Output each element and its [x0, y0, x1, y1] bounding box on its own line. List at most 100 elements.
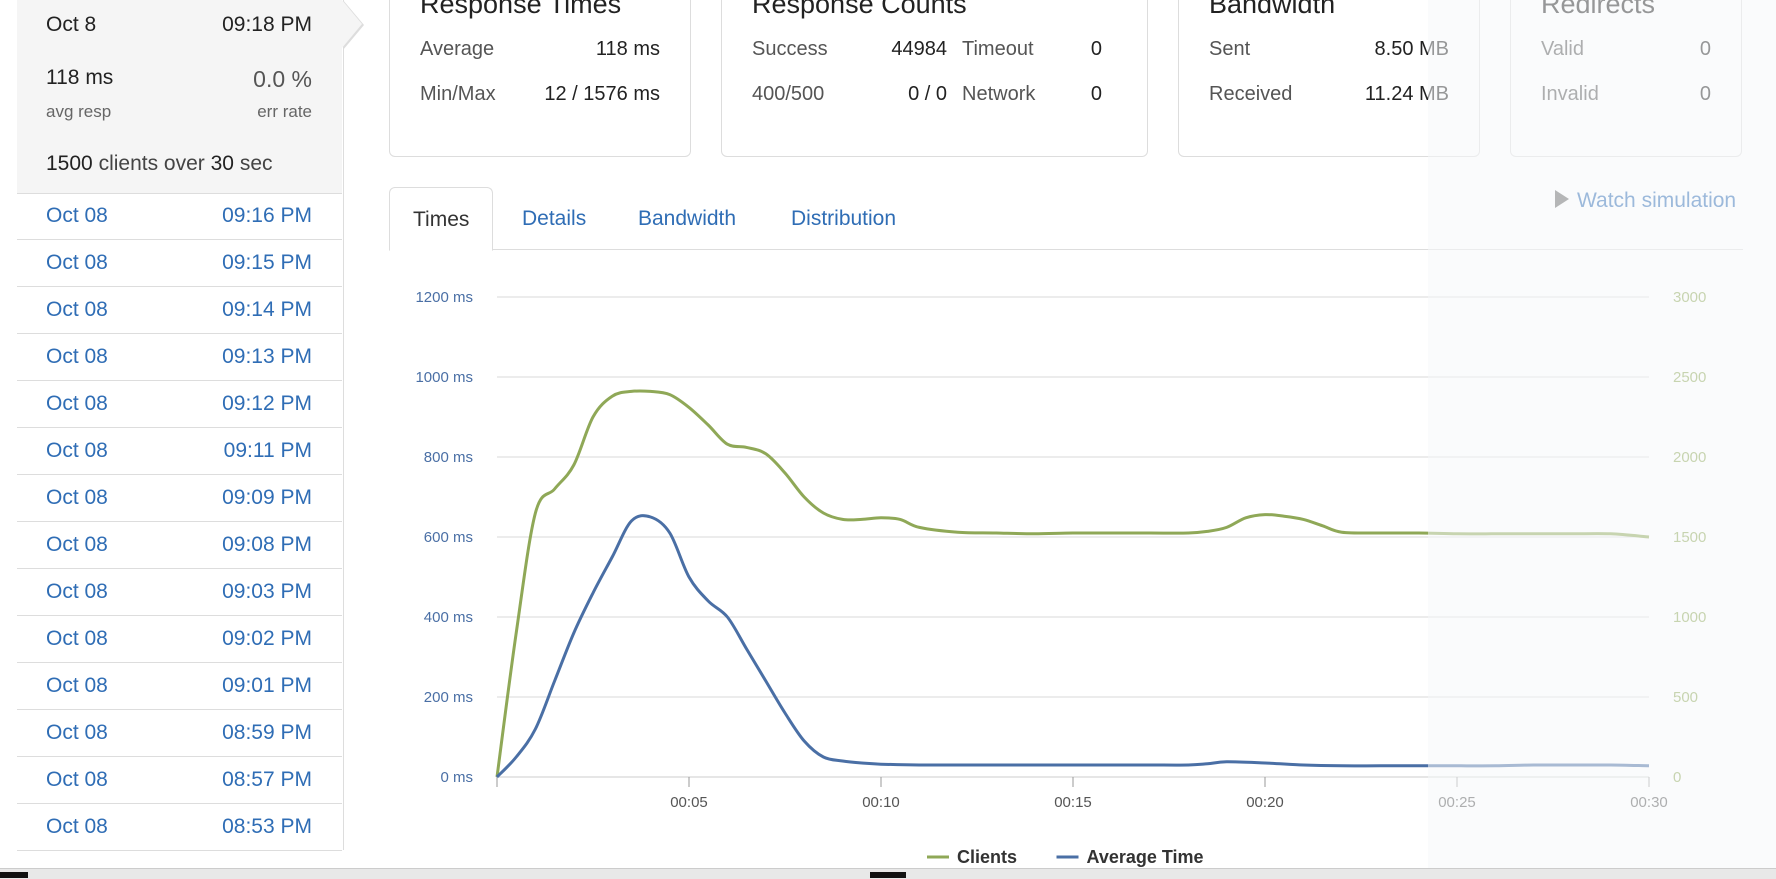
errors-label: 400/500: [752, 83, 825, 105]
test-runs-sidebar: Oct 8 09:18 PM 118 ms avg resp 0.0 % err…: [17, 0, 364, 851]
run-date: Oct 08: [46, 674, 108, 697]
x-tick-label: 00:15: [1054, 794, 1092, 811]
run-time: 08:53 PM: [222, 815, 312, 838]
run-date: Oct 08: [46, 392, 108, 415]
run-time: 09:08 PM: [222, 533, 312, 556]
bottom-scrollbar-mid-mark: [870, 872, 906, 878]
left-tick-label: 800 ms: [424, 449, 473, 466]
valid-label: Valid: [1541, 38, 1584, 60]
run-list-item[interactable]: Oct 08 09:14 PM: [17, 287, 342, 334]
response-counts-card: Response Counts Success 44984 Timeout 0 …: [721, 0, 1148, 157]
run-time: 08:57 PM: [222, 768, 312, 791]
run-list-item[interactable]: Oct 08 09:15 PM: [17, 240, 342, 287]
x-tick-label: 00:10: [862, 794, 900, 811]
redirects-title: Redirects: [1541, 0, 1656, 19]
legend-label: Clients: [957, 847, 1017, 867]
chart-tabs: Times Details Bandwidth Distribution: [389, 187, 1743, 251]
run-list-item[interactable]: Oct 08 09:09 PM: [17, 475, 342, 522]
watch-simulation-button[interactable]: Watch simulation: [1555, 189, 1736, 213]
received-value: 11.24 MB: [1364, 83, 1449, 105]
response-times-card: Response Times Average 118 ms Min/Max 12…: [389, 0, 691, 157]
tab-distribution[interactable]: Distribution: [791, 207, 897, 230]
summary-seconds: 30: [210, 152, 234, 175]
run-time: 09:14 PM: [222, 298, 312, 321]
tab-bandwidth[interactable]: Bandwidth: [638, 207, 737, 230]
summary-text-1: clients over: [98, 152, 205, 175]
x-tick-label: 00:30: [1630, 794, 1668, 811]
left-tick-label: 1200 ms: [415, 289, 473, 306]
run-list-item[interactable]: Oct 08 09:11 PM: [17, 428, 342, 475]
run-list-item[interactable]: Oct 08 09:03 PM: [17, 569, 342, 616]
success-value: 44984: [891, 38, 947, 60]
avg-resp-label: avg resp: [46, 102, 112, 121]
run-date: Oct 08: [46, 627, 108, 650]
left-axis-ticks: 0 ms 200 ms 400 ms 600 ms 800 ms 1000 ms 1200 …: [415, 289, 473, 786]
x-tick-label: 00:20: [1246, 794, 1284, 811]
summary-text-2: sec: [239, 152, 273, 175]
chart-grid: [497, 296, 1649, 778]
chart-series: [495, 389, 1650, 779]
left-tick-label: 600 ms: [424, 529, 473, 546]
current-run-date: Oct 8: [46, 13, 97, 36]
run-date: Oct 08: [46, 815, 108, 838]
run-summary: 1500 clients over 30 sec: [46, 152, 273, 176]
watch-simulation-label: Watch simulation: [1577, 189, 1737, 212]
tab-times[interactable]: Times: [389, 187, 494, 251]
run-time: 09:01 PM: [222, 674, 312, 697]
right-tick-label: 2000: [1673, 449, 1706, 466]
bottom-scrollbar-left-mark: [0, 872, 28, 878]
run-list-item[interactable]: Oct 08 08:59 PM: [17, 710, 342, 757]
valid-value: 0: [1699, 38, 1711, 60]
run-list-item[interactable]: Oct 08 09:13 PM: [17, 334, 342, 381]
run-list-item[interactable]: Oct 08 09:02 PM: [17, 616, 342, 663]
legend-label: Average Time: [1087, 847, 1204, 867]
right-tick-label: 2500: [1673, 369, 1706, 386]
left-tick-label: 400 ms: [424, 609, 473, 626]
minmax-label: Min/Max: [420, 83, 496, 105]
run-time: 09:11 PM: [223, 439, 312, 462]
minmax-value: 12 / 1576 ms: [544, 83, 660, 105]
run-date: Oct 08: [46, 298, 108, 321]
err-rate-label: err rate: [257, 102, 312, 121]
left-tick-label: 0 ms: [440, 769, 473, 786]
err-rate-value: 0.0 %: [253, 66, 312, 92]
average-time-series-line: [495, 514, 1650, 779]
run-list-item[interactable]: Oct 08 08:57 PM: [17, 757, 342, 804]
response-times-chart: 0 ms 200 ms 400 ms 600 ms 800 ms 1000 ms 1200 …: [415, 289, 1706, 867]
right-tick-label: 3000: [1673, 289, 1706, 306]
clients-series-line: [495, 389, 1650, 778]
sent-value: 8.50 MB: [1374, 38, 1449, 60]
redirects-card: Redirects Valid 0 Invalid 0: [1510, 0, 1742, 157]
run-date: Oct 08: [46, 486, 108, 509]
run-date: Oct 08: [46, 580, 108, 603]
success-label: Success: [752, 38, 828, 60]
chart-legend: Clients Average Time: [927, 847, 1204, 867]
average-label: Average: [420, 38, 495, 60]
right-tick-label: 500: [1673, 689, 1698, 706]
tab-details[interactable]: Details: [522, 207, 587, 230]
right-tick-label: 1000: [1673, 609, 1706, 626]
current-run-time: 09:18 PM: [222, 13, 312, 36]
sent-label: Sent: [1209, 38, 1251, 60]
run-list-item[interactable]: Oct 08 08:53 PM: [17, 804, 342, 851]
run-list-item[interactable]: Oct 08 09:12 PM: [17, 381, 342, 428]
run-list-item[interactable]: Oct 08 09:01 PM: [17, 663, 342, 710]
bandwidth-title: Bandwidth: [1209, 0, 1336, 19]
right-axis-ticks: 0 500 1000 1500 2000 2500 3000: [1673, 289, 1706, 786]
errors-value: 0 / 0: [908, 83, 947, 105]
run-time: 09:09 PM: [222, 486, 312, 509]
run-time: 08:59 PM: [222, 721, 312, 744]
response-times-title: Response Times: [420, 0, 622, 19]
run-list-item[interactable]: Oct 08 09:08 PM: [17, 522, 342, 569]
x-axis-ticks: 00:05 00:10 00:15 00:20 00:25 00:30: [496, 777, 1668, 811]
network-label: Network: [962, 83, 1036, 105]
run-date: Oct 08: [46, 721, 108, 744]
average-value: 118 ms: [595, 38, 660, 60]
bandwidth-card: Bandwidth Sent 8.50 MB Received 11.24 MB: [1178, 0, 1480, 157]
network-value: 0: [1090, 83, 1102, 105]
timeout-label: Timeout: [962, 38, 1034, 60]
run-list-item[interactable]: Oct 08 09:16 PM: [17, 193, 342, 240]
current-run-panel: Oct 8 09:18 PM 118 ms avg resp 0.0 % err…: [17, 0, 342, 194]
run-date: Oct 08: [46, 533, 108, 556]
run-time: 09:02 PM: [222, 627, 312, 650]
